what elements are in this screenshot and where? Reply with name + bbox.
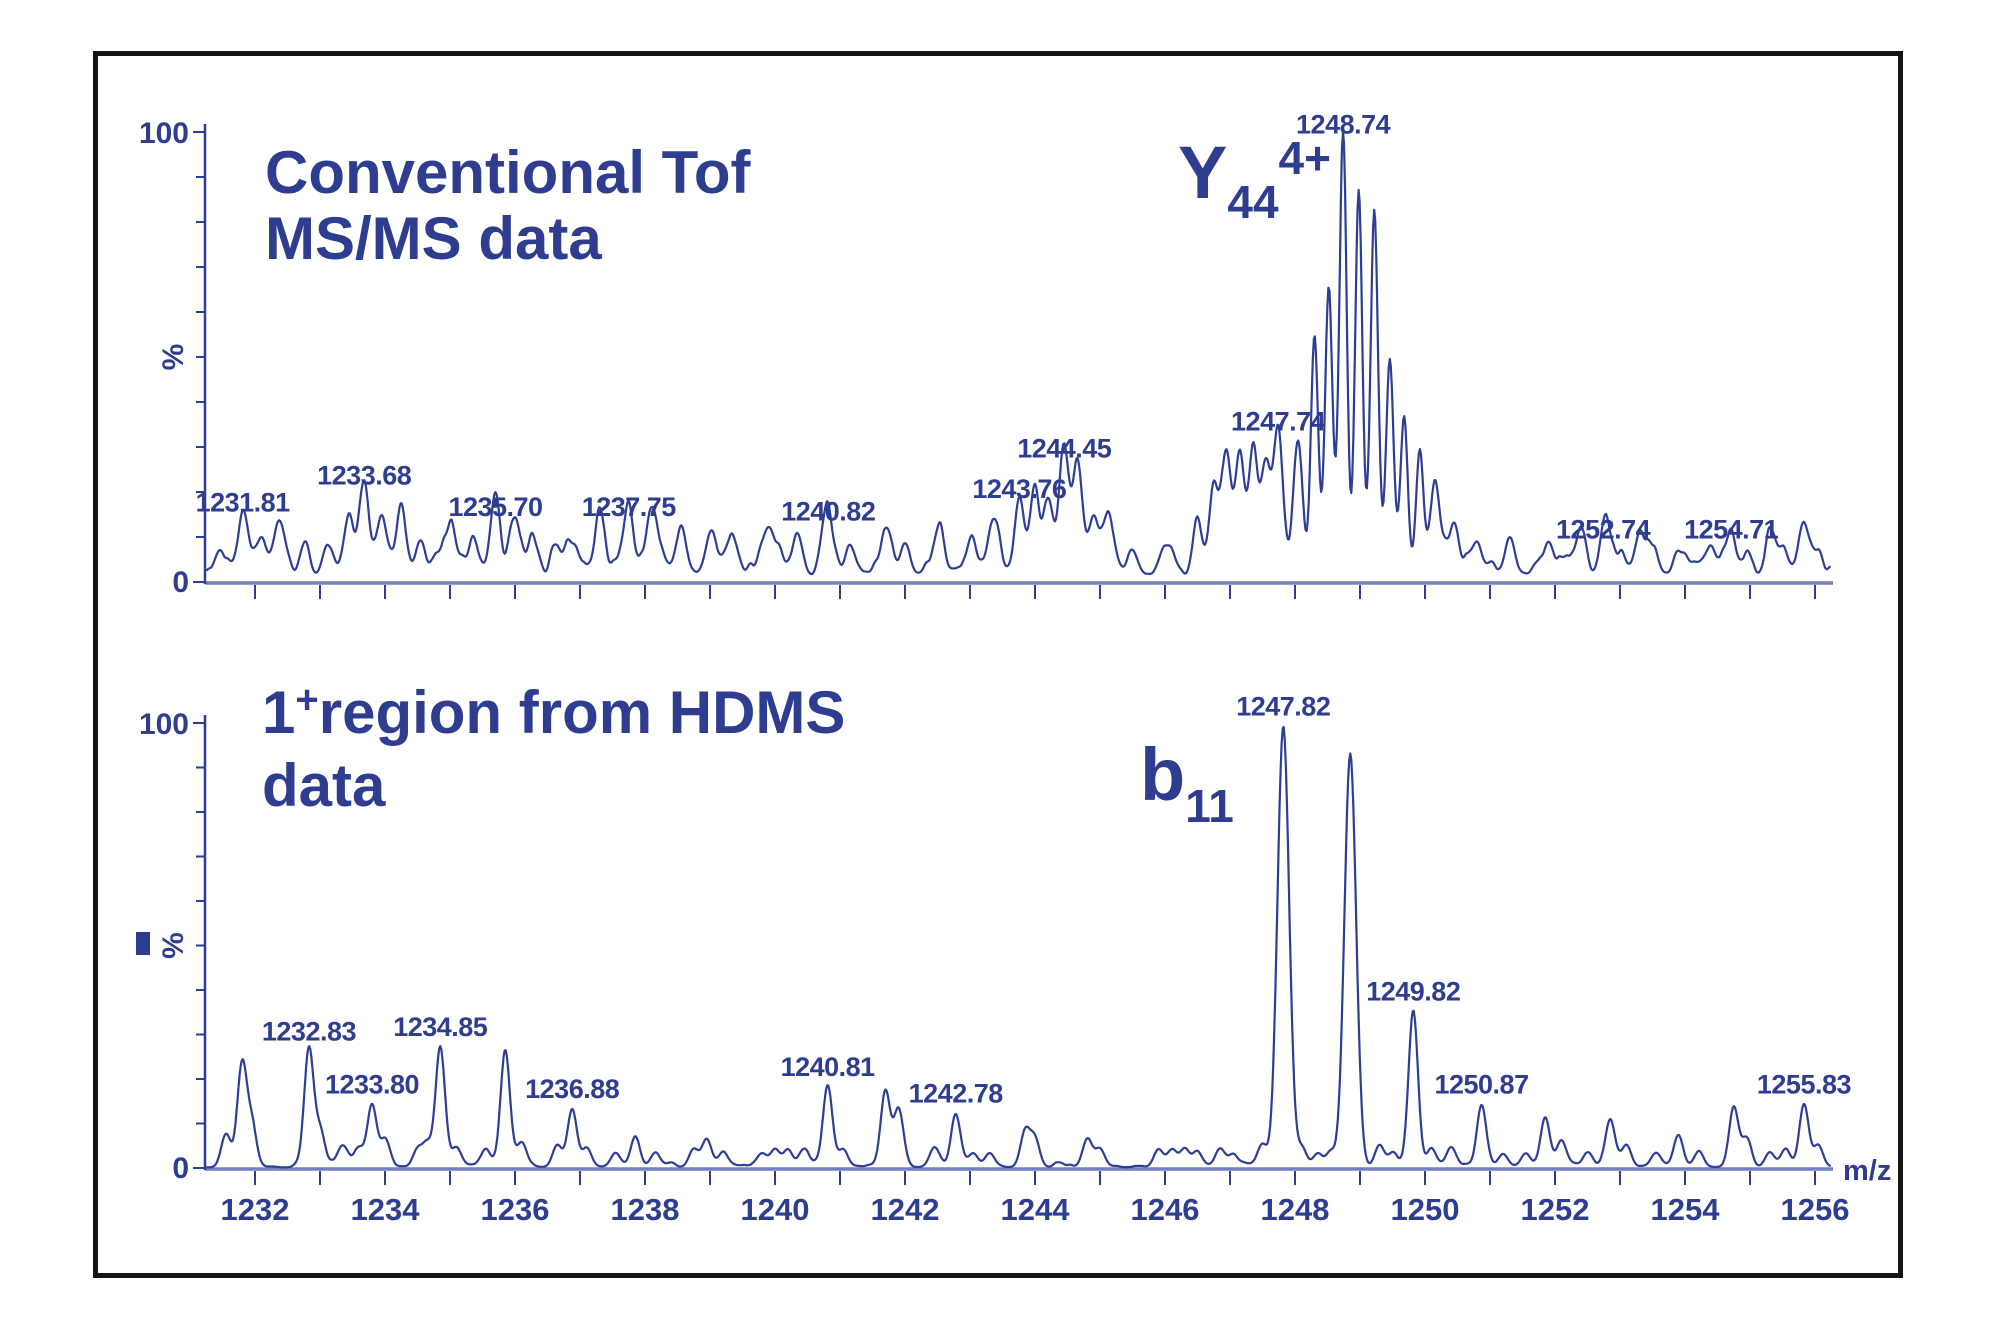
x-tick-label: 1252 — [1521, 1192, 1590, 1227]
peak-label: 1236.88 — [525, 1074, 620, 1104]
peak-label: 1248.74 — [1296, 110, 1391, 140]
peak-label: 1233.68 — [317, 461, 412, 491]
mz-axis-label: m/z — [1843, 1155, 1891, 1187]
peak-label: 1235.70 — [448, 492, 542, 522]
fragment-annotation-y44: Y444+ — [1178, 135, 1331, 225]
peak-label: 1237.75 — [582, 492, 677, 522]
x-tick-label: 1232 — [221, 1192, 290, 1227]
peak-label: 1232.83 — [262, 1016, 357, 1046]
figure-frame — [93, 51, 1903, 1278]
y-axis-min-label: 0 — [172, 566, 189, 599]
x-tick-label: 1256 — [1781, 1192, 1850, 1227]
y-axis-max-label: 100 — [139, 708, 189, 741]
top-panel-title: Conventional Tof MS/MS data — [265, 140, 751, 272]
y-axis-max-label: 100 — [139, 117, 189, 150]
x-tick-label: 1254 — [1651, 1192, 1721, 1227]
peak-label: 1240.82 — [781, 497, 875, 527]
top-title-line2: MS/MS data — [265, 205, 602, 272]
peak-label: 1252.74 — [1556, 515, 1651, 545]
fragment-annotation-b11: b11 — [1140, 738, 1234, 830]
x-tick-label: 1236 — [481, 1192, 550, 1227]
b11-subscript: 11 — [1185, 780, 1234, 832]
peak-label: 1242.78 — [909, 1079, 1004, 1109]
peak-label: 1231.81 — [196, 488, 291, 518]
y44-subscript: 44 — [1227, 176, 1279, 228]
peak-label: 1254.71 — [1684, 515, 1779, 545]
peak-label: 1249.82 — [1366, 976, 1460, 1006]
x-tick-label: 1242 — [871, 1192, 940, 1227]
bottom-panel-title: 1+region from HDMS data — [262, 678, 846, 819]
top-title-line1: Conventional Tof — [265, 139, 751, 206]
x-tick-label: 1240 — [741, 1192, 810, 1227]
bottom-title-num: 1 — [262, 679, 296, 746]
peak-label: 1240.81 — [781, 1052, 876, 1082]
peak-label: 1247.82 — [1236, 691, 1330, 721]
y-axis-min-label: 0 — [172, 1152, 189, 1185]
y44-base: Y — [1178, 131, 1228, 214]
x-tick-label: 1238 — [611, 1192, 680, 1227]
x-tick-label: 1250 — [1391, 1192, 1460, 1227]
bottom-title-rest: region from HDMS — [318, 679, 846, 746]
x-tick-label: 1248 — [1261, 1192, 1330, 1227]
peak-label: 1234.85 — [393, 1012, 488, 1042]
spectrum-trace — [206, 725, 1832, 1169]
y-axis-percent-label: % — [157, 932, 190, 959]
peak-label: 1247.74 — [1231, 407, 1326, 437]
x-tick-label: 1234 — [351, 1192, 421, 1227]
bottom-title-superscript: + — [295, 678, 319, 722]
intensity-marker-square — [136, 932, 150, 955]
peak-label: 1233.80 — [325, 1070, 419, 1100]
bottom-title-line2: data — [262, 752, 386, 819]
peak-label: 1255.83 — [1757, 1070, 1852, 1100]
y-axis-percent-label: % — [157, 344, 190, 371]
spectrum-trace — [205, 130, 1831, 576]
peak-label: 1244.45 — [1017, 434, 1112, 464]
x-tick-label: 1244 — [1001, 1192, 1071, 1227]
peak-label: 1250.87 — [1434, 1070, 1528, 1100]
y44-superscript: 4+ — [1278, 132, 1331, 184]
x-tick-label: 1246 — [1131, 1192, 1200, 1227]
peak-label: 1243.76 — [972, 474, 1067, 504]
b11-base: b — [1140, 733, 1186, 816]
